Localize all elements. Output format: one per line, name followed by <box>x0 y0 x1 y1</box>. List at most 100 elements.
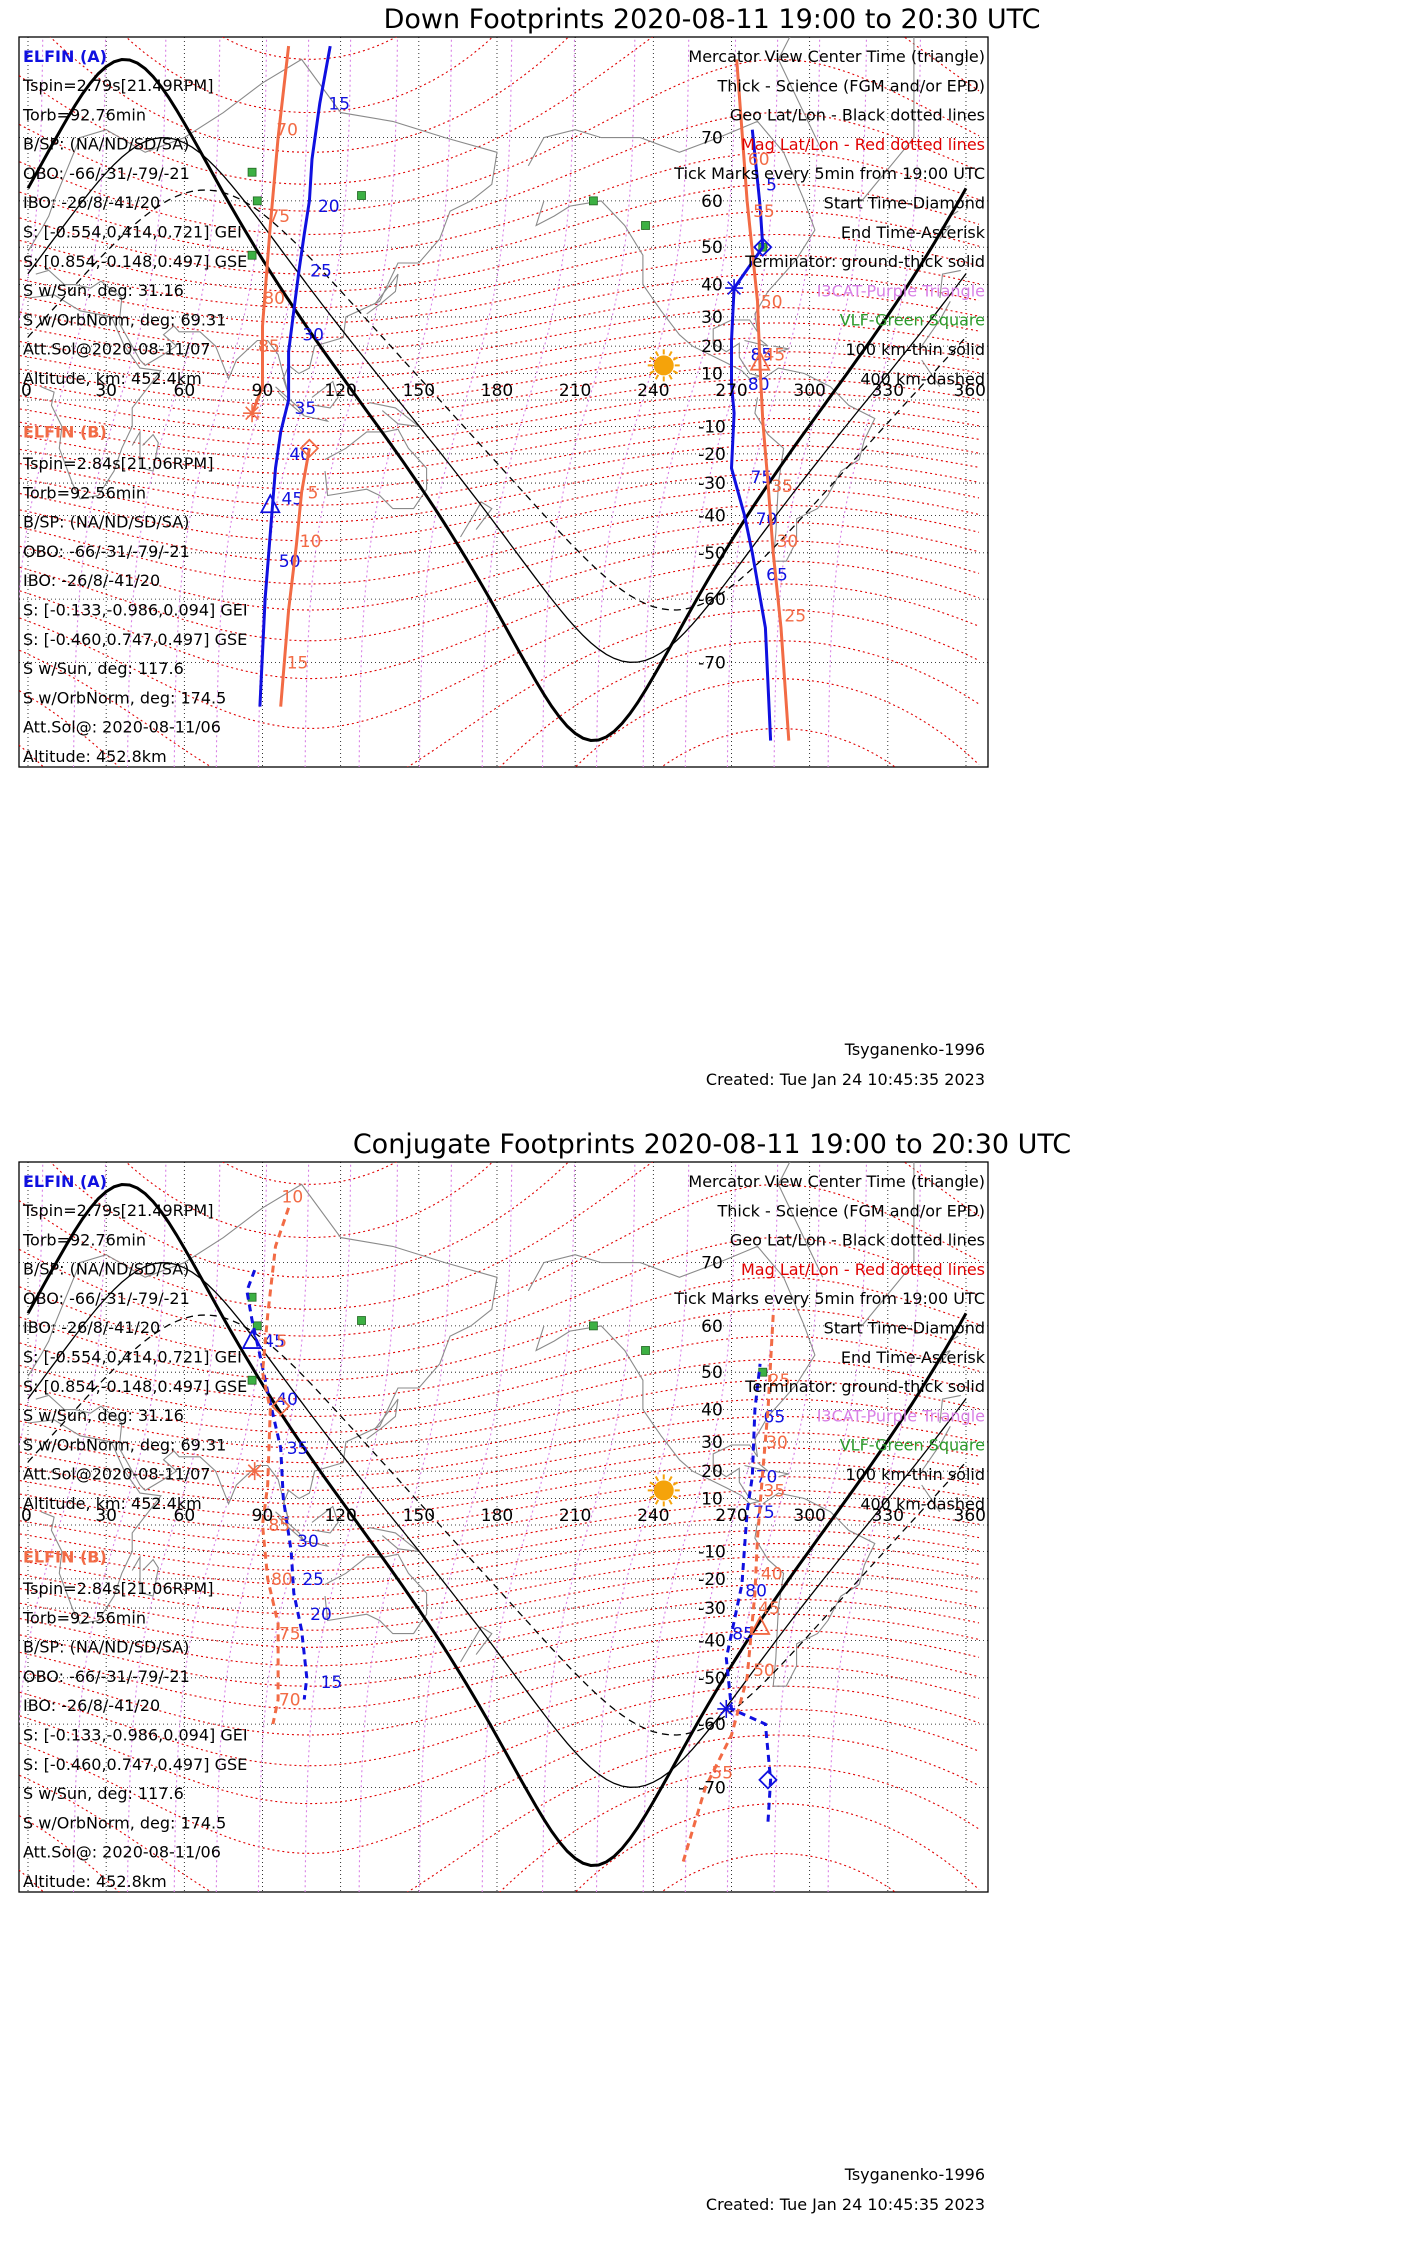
tick-label: 60 <box>748 150 770 170</box>
mag-meridian <box>595 1162 690 1892</box>
vlf-site <box>357 1316 366 1325</box>
mag-parallel <box>19 378 980 433</box>
mag-parallel <box>19 151 980 256</box>
vlf-site <box>252 196 262 206</box>
mag-meridian <box>215 1162 310 1892</box>
view-center-triangle <box>749 350 771 371</box>
mag-parallel <box>19 1708 980 1854</box>
coastline <box>744 1462 769 1472</box>
elfin-a-param: OBO: -66/-31/-79/-21 <box>23 164 190 183</box>
footprint-map: Conjugate Footprints 2020-08-11 19:00 to… <box>18 1129 1071 2214</box>
tick-label: 30 <box>302 326 324 346</box>
elfin-b-param: S w/OrbNorm, deg: 174.5 <box>23 1813 226 1832</box>
tick-label: 45 <box>282 490 304 510</box>
mag-meridian <box>481 37 576 767</box>
elfin-a-param: Tspin=2.79s[21.49RPM] <box>22 76 213 95</box>
tick-label: 30 <box>297 1532 319 1552</box>
mag-parallel <box>19 290 980 353</box>
elfin-b-param: OBO: -66/-31/-79/-21 <box>23 1667 190 1686</box>
elfin-b-param: Tspin=2.84s[21.06RPM] <box>22 454 213 473</box>
map-layers: 1520253035404550585807570657075808551015… <box>19 37 988 836</box>
mag-meridian <box>173 1162 268 1892</box>
track-line <box>258 45 332 707</box>
lat-tick-label: -40 <box>698 506 726 526</box>
tick-label: 25 <box>302 1570 324 1590</box>
legend-entry: Thick - Science (FGM and/or EPD) <box>717 1201 985 1220</box>
lat-tick-label: -50 <box>698 544 726 564</box>
lon-tick-label: 240 <box>637 1506 669 1526</box>
elfin-a-param: S: [-0.554,0.414,0.721] GEI <box>23 1348 242 1367</box>
mag-parallel <box>19 391 980 447</box>
coastline <box>142 1558 159 1597</box>
tick-label: 25 <box>310 261 332 281</box>
lon-tick-label: 150 <box>403 381 435 401</box>
coastline <box>324 428 428 510</box>
tick-label: 55 <box>753 202 775 222</box>
lon-tick-label: 30 <box>95 1506 117 1526</box>
lon-tick-label: 300 <box>793 381 825 401</box>
elfin-a-param: B/SP: (NA/ND/SD/SA) <box>23 135 189 154</box>
mag-meridian <box>173 37 268 767</box>
tick-label: 75 <box>268 207 290 227</box>
mag-meridian <box>541 1162 636 1892</box>
elfin-b-param: S: [-0.133,-0.986,0.094] GEI <box>23 1726 248 1745</box>
legend-entry: I3CAT-Purple Triangle <box>817 1406 985 1425</box>
legend-entry: I3CAT-Purple Triangle <box>817 281 985 300</box>
elfin-b-param: IBO: -26/8/-41/20 <box>23 1696 160 1715</box>
tick-label: 35 <box>764 1481 786 1501</box>
tick-label: 35 <box>771 477 793 497</box>
tick-label: 40 <box>761 1564 783 1584</box>
legend-entry: Mag Lat/Lon - Red dotted lines <box>741 135 985 154</box>
tick-label: 50 <box>753 1661 775 1681</box>
tick-label: 35 <box>295 399 317 419</box>
mag-parallel <box>19 504 980 585</box>
elfin-a-param: OBO: -66/-31/-79/-21 <box>23 1289 190 1308</box>
created-timestamp: Created: Tue Jan 24 10:45:35 2023 <box>706 1070 985 1089</box>
legend-entry: 100 km-thin solid <box>845 340 985 359</box>
mag-parallel <box>19 609 980 767</box>
model-name: Tsyganenko-1996 <box>844 2165 985 2184</box>
mag-meridian <box>215 37 310 767</box>
lat-tick-label: 40 <box>701 276 723 296</box>
mag-parallel <box>19 1476 980 1531</box>
mag-parallel <box>19 417 980 475</box>
mag-parallel <box>692 802 861 836</box>
tick-label: 70 <box>279 1691 301 1711</box>
coastline <box>460 501 493 538</box>
mag-parallel <box>19 307 980 366</box>
lat-tick-label: -70 <box>698 1778 726 1798</box>
legend-entry: Mercator View Center Time (triangle) <box>688 1172 985 1191</box>
legend: Mercator View Center Time (triangle) Thic… <box>673 47 985 388</box>
track-line <box>279 448 311 707</box>
mag-meridian <box>304 1162 398 1892</box>
track-elfin-b: 5 10 15 <box>279 438 321 707</box>
chart-title: Down Footprints 2020-08-11 19:00 to 20:3… <box>384 4 1041 35</box>
coastline <box>27 1183 498 1520</box>
lat-tick-label: 10 <box>701 364 723 384</box>
mag-parallel <box>19 540 980 642</box>
chart-title: Conjugate Footprints 2020-08-11 19:00 to… <box>353 1129 1071 1160</box>
down-footprints-panel: Down Footprints 2020-08-11 19:00 to 20:3… <box>18 4 1041 1089</box>
lon-tick-label: 120 <box>324 381 356 401</box>
mag-parallel <box>660 1852 896 1892</box>
mag-meridian <box>126 37 221 767</box>
mag-meridian <box>773 1162 867 1892</box>
footprint-map: Down Footprints 2020-08-11 19:00 to 20:3… <box>18 4 1041 1089</box>
mag-parallel <box>19 183 980 275</box>
coastline <box>311 380 339 409</box>
terminator-ground <box>26 57 968 743</box>
mag-meridian <box>726 1162 821 1892</box>
legend-entry: Geo Lat/Lon - Black dotted lines <box>730 1231 985 1250</box>
coastline <box>304 415 330 423</box>
mag-parallel <box>19 1503 980 1558</box>
vlf-site <box>357 191 366 200</box>
mag-parallel <box>19 1335 980 1417</box>
mag-parallel <box>19 1570 980 1631</box>
lon-tick-label: 330 <box>872 1506 904 1526</box>
end-asterisk <box>243 404 262 423</box>
mag-meridian <box>827 1162 921 1892</box>
mag-meridian <box>19 37 107 604</box>
view-center-triangle <box>259 493 281 514</box>
legend-entry: Tick Marks every 5min from 19:00 UTC <box>673 164 985 183</box>
lat-tick-label: -20 <box>698 1570 726 1590</box>
